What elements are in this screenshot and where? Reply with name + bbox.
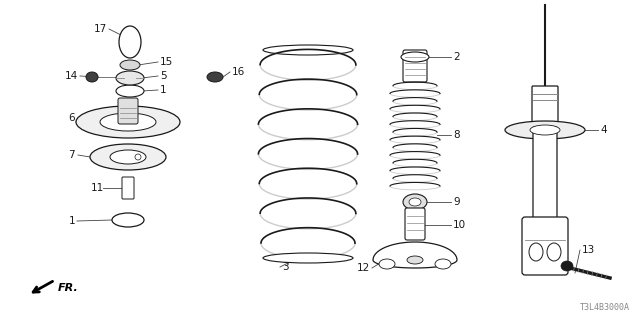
Ellipse shape: [407, 256, 423, 264]
Ellipse shape: [86, 72, 98, 82]
Ellipse shape: [561, 261, 573, 271]
Text: 2: 2: [453, 52, 460, 62]
Text: 6: 6: [68, 113, 75, 123]
Text: 9: 9: [453, 197, 460, 207]
Ellipse shape: [120, 60, 140, 70]
Text: FR.: FR.: [58, 283, 79, 293]
Ellipse shape: [529, 243, 543, 261]
Text: 15: 15: [160, 57, 173, 67]
FancyBboxPatch shape: [403, 50, 427, 82]
Ellipse shape: [403, 194, 427, 210]
Text: 1: 1: [68, 216, 75, 226]
FancyBboxPatch shape: [532, 86, 558, 126]
Ellipse shape: [135, 154, 141, 160]
Ellipse shape: [379, 259, 395, 269]
Ellipse shape: [76, 106, 180, 138]
Text: 8: 8: [453, 130, 460, 140]
Text: 13: 13: [582, 245, 595, 255]
Text: 3: 3: [282, 262, 289, 272]
Ellipse shape: [435, 259, 451, 269]
Text: 11: 11: [91, 183, 104, 193]
Text: 7: 7: [68, 150, 75, 160]
Ellipse shape: [110, 150, 146, 164]
Ellipse shape: [119, 26, 141, 58]
Ellipse shape: [112, 213, 144, 227]
Text: 10: 10: [453, 220, 466, 230]
Ellipse shape: [409, 198, 421, 206]
Ellipse shape: [100, 113, 156, 131]
Ellipse shape: [530, 125, 560, 135]
Text: 12: 12: [356, 263, 370, 273]
Text: T3L4B3000A: T3L4B3000A: [580, 303, 630, 312]
Ellipse shape: [505, 121, 585, 139]
Polygon shape: [373, 242, 457, 268]
FancyBboxPatch shape: [405, 208, 425, 240]
Text: 4: 4: [600, 125, 607, 135]
Text: 14: 14: [65, 71, 78, 81]
Ellipse shape: [263, 45, 353, 55]
FancyBboxPatch shape: [522, 217, 568, 275]
Text: 5: 5: [160, 71, 166, 81]
Ellipse shape: [116, 85, 144, 97]
Ellipse shape: [207, 72, 223, 82]
Ellipse shape: [401, 52, 429, 62]
Ellipse shape: [116, 71, 144, 85]
Ellipse shape: [90, 144, 166, 170]
Ellipse shape: [547, 243, 561, 261]
FancyBboxPatch shape: [122, 177, 134, 199]
Text: 1: 1: [160, 85, 166, 95]
Ellipse shape: [263, 253, 353, 263]
Text: 16: 16: [232, 67, 245, 77]
Text: 17: 17: [93, 24, 107, 34]
FancyBboxPatch shape: [118, 98, 138, 124]
FancyBboxPatch shape: [533, 127, 557, 221]
